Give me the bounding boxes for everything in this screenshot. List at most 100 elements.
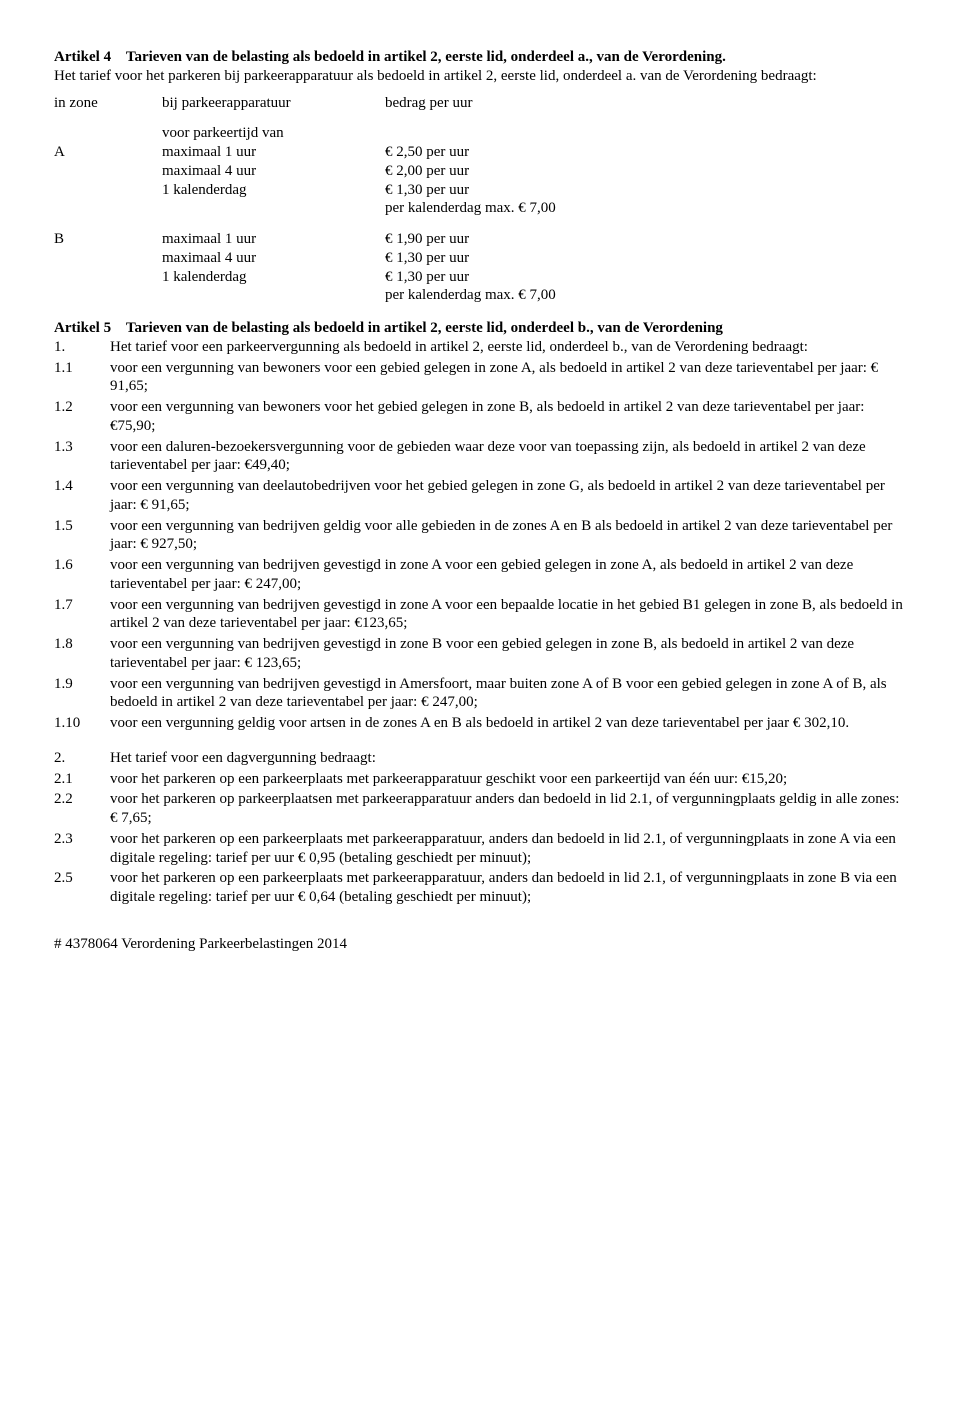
tariff-cell-item: 1 kalenderdag bbox=[162, 268, 385, 287]
list-item-text: voor het parkeren op een parkeerplaats m… bbox=[110, 830, 906, 870]
list-item-number: 1. bbox=[54, 338, 110, 359]
tariff-cell-zone bbox=[54, 249, 162, 268]
tariff-cell-rate: € 1,30 per uur bbox=[385, 249, 633, 268]
tariff-row: maximaal 4 uur€ 1,30 per uur bbox=[54, 249, 633, 268]
list-item-number: 1.4 bbox=[54, 477, 110, 517]
tariff-row bbox=[54, 218, 633, 230]
tariff-cell-item bbox=[162, 286, 385, 305]
tariff-cell-rate: € 1,30 per uur bbox=[385, 181, 633, 200]
list-item-text: voor een vergunning van bedrijven gevest… bbox=[110, 556, 906, 596]
tariff-row: per kalenderdag max. € 7,00 bbox=[54, 286, 633, 305]
th-item: bij parkeerapparatuur bbox=[162, 94, 385, 113]
list-item: 1.2voor een vergunning van bewoners voor… bbox=[54, 398, 906, 438]
page-footer: # 4378064 Verordening Parkeerbelastingen… bbox=[54, 935, 906, 954]
tariff-pretime-row: voor parkeertijd van bbox=[54, 124, 633, 143]
list-item-text: voor het parkeren op een parkeerplaats m… bbox=[110, 770, 906, 791]
article-5-heading: Artikel 5 Tarieven van de belasting als … bbox=[54, 319, 906, 338]
list-item: 1.10voor een vergunning geldig voor arts… bbox=[54, 714, 906, 735]
list-item-number: 2.2 bbox=[54, 790, 110, 830]
article-5: Artikel 5 Tarieven van de belasting als … bbox=[54, 319, 906, 735]
tariff-cell-rate: € 2,00 per uur bbox=[385, 162, 633, 181]
tariff-cell-zone bbox=[54, 268, 162, 287]
list-item-text: voor een vergunning van bedrijven gevest… bbox=[110, 635, 906, 675]
tariff-cell-rate: per kalenderdag max. € 7,00 bbox=[385, 286, 633, 305]
list-item-text: voor het parkeren op parkeerplaatsen met… bbox=[110, 790, 906, 830]
tariff-cell-item: maximaal 1 uur bbox=[162, 230, 385, 249]
article-5-heading-label: Artikel 5 bbox=[54, 320, 111, 336]
th-zone: in zone bbox=[54, 94, 162, 113]
tariff-cell-zone: A bbox=[54, 143, 162, 162]
list-item-number: 1.1 bbox=[54, 359, 110, 399]
tariff-cell-rate: per kalenderdag max. € 7,00 bbox=[385, 199, 633, 218]
tariff-cell-item: maximaal 4 uur bbox=[162, 162, 385, 181]
tariff-table-head-row: in zone bij parkeerapparatuur bedrag per… bbox=[54, 94, 633, 113]
list-item: 1.Het tarief voor een parkeervergunning … bbox=[54, 338, 906, 359]
list-item-text: voor een vergunning van bewoners voor he… bbox=[110, 398, 906, 438]
list-item: 1.8voor een vergunning van bedrijven gev… bbox=[54, 635, 906, 675]
tariff-pretime: voor parkeertijd van bbox=[162, 124, 385, 143]
list-item-number: 1.3 bbox=[54, 438, 110, 478]
tariff-cell-zone bbox=[54, 286, 162, 305]
article-5-heading-rest: Tarieven van de belasting als bedoeld in… bbox=[126, 320, 723, 336]
list-item: 1.9voor een vergunning van bedrijven gev… bbox=[54, 675, 906, 715]
list-item-text: Het tarief voor een dagvergunning bedraa… bbox=[110, 749, 906, 770]
list-item: 2.5voor het parkeren op een parkeerplaat… bbox=[54, 869, 906, 909]
tariff-cell-item: 1 kalenderdag bbox=[162, 181, 385, 200]
list-item-text: voor het parkeren op een parkeerplaats m… bbox=[110, 869, 906, 909]
list-item-number: 1.6 bbox=[54, 556, 110, 596]
tariff-cell-zone bbox=[54, 162, 162, 181]
tariff-row: maximaal 4 uur€ 2,00 per uur bbox=[54, 162, 633, 181]
tariff-cell-zone bbox=[54, 181, 162, 200]
tariff-cell-rate: € 1,90 per uur bbox=[385, 230, 633, 249]
list-item-number: 2.1 bbox=[54, 770, 110, 791]
tariff-cell-item bbox=[162, 199, 385, 218]
list-item-number: 2.3 bbox=[54, 830, 110, 870]
article-5-list-1: 1.Het tarief voor een parkeervergunning … bbox=[54, 338, 906, 735]
article-5-list-2: 2.Het tarief voor een dagvergunning bedr… bbox=[54, 749, 906, 909]
article-4-heading-label: Artikel 4 bbox=[54, 49, 111, 65]
list-item-number: 2.5 bbox=[54, 869, 110, 909]
list-item-number: 1.2 bbox=[54, 398, 110, 438]
list-item-text: voor een daluren-bezoekersvergunning voo… bbox=[110, 438, 906, 478]
tariff-row: 1 kalenderdag€ 1,30 per uur bbox=[54, 181, 633, 200]
article-5-section-2: 2.Het tarief voor een dagvergunning bedr… bbox=[54, 749, 906, 909]
article-4-intro: Het tarief voor het parkeren bij parkeer… bbox=[54, 67, 906, 86]
list-item-number: 1.10 bbox=[54, 714, 110, 735]
list-item-text: voor een vergunning van bedrijven geldig… bbox=[110, 517, 906, 557]
list-item-text: Het tarief voor een parkeervergunning al… bbox=[110, 338, 906, 359]
list-item-number: 2. bbox=[54, 749, 110, 770]
list-item: 2.2voor het parkeren op parkeerplaatsen … bbox=[54, 790, 906, 830]
list-item: 1.6voor een vergunning van bedrijven gev… bbox=[54, 556, 906, 596]
list-item-text: voor een vergunning van bedrijven gevest… bbox=[110, 596, 906, 636]
article-4: Artikel 4 Tarieven van de belasting als … bbox=[54, 48, 906, 305]
list-item-number: 1.9 bbox=[54, 675, 110, 715]
list-item: 1.3voor een daluren-bezoekersvergunning … bbox=[54, 438, 906, 478]
list-item: 2.Het tarief voor een dagvergunning bedr… bbox=[54, 749, 906, 770]
tariff-cell-zone bbox=[54, 199, 162, 218]
tariff-cell-item: maximaal 4 uur bbox=[162, 249, 385, 268]
tariff-cell-item: maximaal 1 uur bbox=[162, 143, 385, 162]
list-item: 2.3voor het parkeren op een parkeerplaat… bbox=[54, 830, 906, 870]
th-rate: bedrag per uur bbox=[385, 94, 633, 113]
tariff-table: in zone bij parkeerapparatuur bedrag per… bbox=[54, 94, 633, 306]
tariff-cell-rate: € 2,50 per uur bbox=[385, 143, 633, 162]
list-item-number: 1.7 bbox=[54, 596, 110, 636]
tariff-row: Bmaximaal 1 uur€ 1,90 per uur bbox=[54, 230, 633, 249]
article-4-heading-rest: Tarieven van de belasting als bedoeld in… bbox=[126, 49, 726, 65]
tariff-row: per kalenderdag max. € 7,00 bbox=[54, 199, 633, 218]
tariff-row: Amaximaal 1 uur€ 2,50 per uur bbox=[54, 143, 633, 162]
list-item-text: voor een vergunning van bedrijven gevest… bbox=[110, 675, 906, 715]
list-item: 1.1voor een vergunning van bewoners voor… bbox=[54, 359, 906, 399]
tariff-cell-rate: € 1,30 per uur bbox=[385, 268, 633, 287]
tariff-cell-zone: B bbox=[54, 230, 162, 249]
list-item-text: voor een vergunning van deelautobedrijve… bbox=[110, 477, 906, 517]
list-item-number: 1.5 bbox=[54, 517, 110, 557]
list-item-text: voor een vergunning geldig voor artsen i… bbox=[110, 714, 906, 735]
list-item: 2.1voor het parkeren op een parkeerplaat… bbox=[54, 770, 906, 791]
list-item: 1.5voor een vergunning van bedrijven gel… bbox=[54, 517, 906, 557]
tariff-row: 1 kalenderdag€ 1,30 per uur bbox=[54, 268, 633, 287]
article-4-heading: Artikel 4 Tarieven van de belasting als … bbox=[54, 48, 906, 67]
list-item-text: voor een vergunning van bewoners voor ee… bbox=[110, 359, 906, 399]
list-item: 1.4voor een vergunning van deelautobedri… bbox=[54, 477, 906, 517]
list-item: 1.7voor een vergunning van bedrijven gev… bbox=[54, 596, 906, 636]
